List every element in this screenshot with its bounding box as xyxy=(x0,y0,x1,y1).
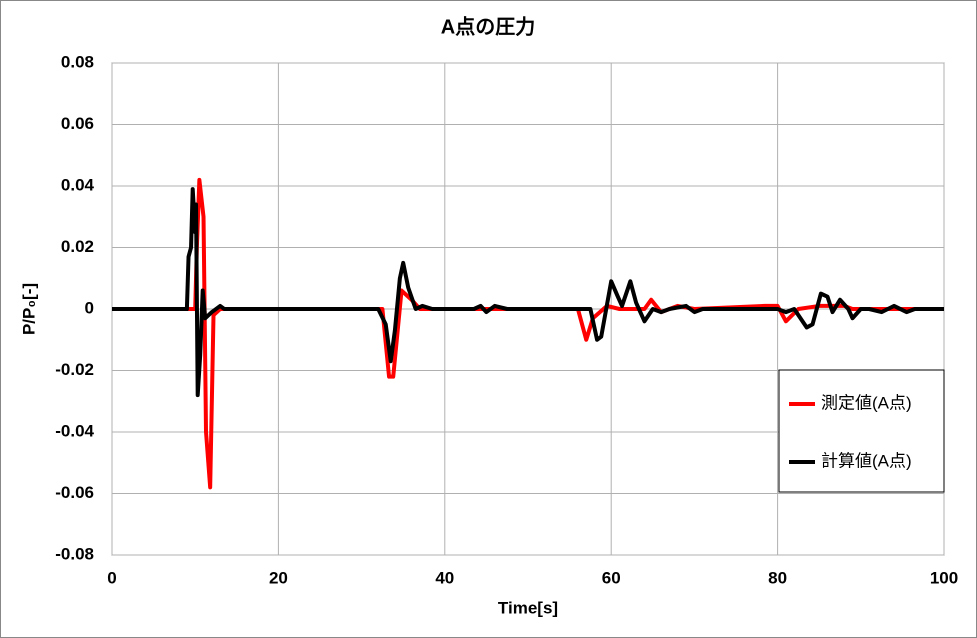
x-tick-label: 100 xyxy=(930,568,958,587)
y-tick-label: -0.08 xyxy=(55,544,94,563)
x-tick-label: 60 xyxy=(602,568,621,587)
legend-label: 測定値(A点) xyxy=(821,393,912,412)
y-tick-label: 0 xyxy=(85,298,94,317)
x-tick-label: 80 xyxy=(768,568,787,587)
x-axis-label: Time[s] xyxy=(498,598,558,617)
y-axis-label: P/P₀[-] xyxy=(19,283,38,335)
legend-box xyxy=(778,369,945,493)
legend-label: 計算値(A点) xyxy=(821,451,912,470)
y-tick-label: 0.08 xyxy=(61,52,94,71)
x-tick-label: 20 xyxy=(269,568,288,587)
y-tick-label: -0.06 xyxy=(55,483,94,502)
chart-title: A点の圧力 xyxy=(441,15,535,38)
series-line xyxy=(112,187,944,398)
y-tick-label: -0.02 xyxy=(55,360,94,379)
y-tick-label: -0.04 xyxy=(55,421,94,440)
x-tick-label: 0 xyxy=(107,568,116,587)
y-tick-label: 0.04 xyxy=(61,175,95,194)
y-tick-label: 0.02 xyxy=(61,237,94,256)
x-tick-label: 40 xyxy=(435,568,454,587)
y-tick-label: 0.06 xyxy=(61,114,94,133)
